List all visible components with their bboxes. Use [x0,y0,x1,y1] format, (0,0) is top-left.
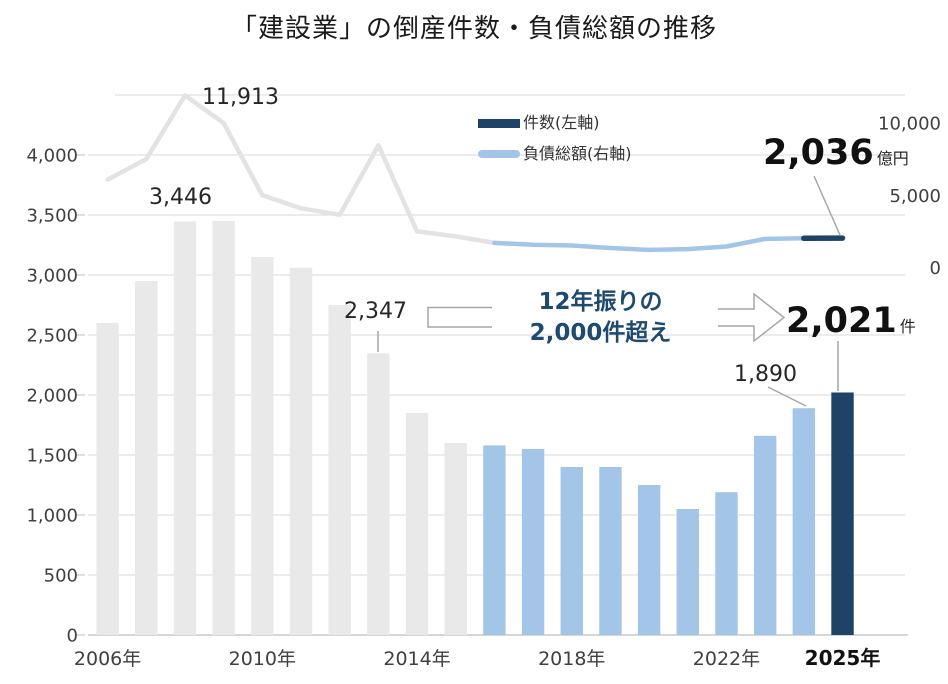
x-axis-label-2010: 2010年 [229,648,296,670]
right-axis-label: 0 [930,258,941,279]
left-axis-label: 3,500 [26,206,78,227]
liabilities-2025-unit: 億円 [876,149,909,168]
bar-2019 [599,467,622,635]
liabilities-line-segment [492,236,807,253]
leader-1890 [767,386,807,407]
x-axis-label-2025: 2025年 [805,646,881,670]
x-axis-label-2006: 2006年 [74,648,141,670]
legend-item-count: 件数(左軸) [478,113,632,133]
bar-2018 [560,467,583,635]
left-axis-label: 500 [44,566,78,587]
x-axis-label-2014: 2014年 [383,648,450,670]
bar-2024 [792,408,816,635]
bar-2006 [96,323,119,635]
x-axis-label-2022: 2022年 [693,648,760,670]
left-axis-label: 3,000 [26,266,78,287]
arrow-right-icon [718,292,786,343]
annotation-count-2024: 1,890 [734,362,797,387]
bar-2010 [251,257,274,635]
annotation-count-2025: 2,021 件 [786,301,916,347]
bar-2012 [328,305,351,635]
bar-2014 [405,413,429,635]
bar-2013 [367,353,390,635]
annotation-liabilities-2025: 2,036 億円 [763,133,909,179]
left-axis-label: 2,000 [26,386,78,407]
left-axis-label: 1,000 [26,506,78,527]
callout-bracket [427,306,492,328]
bar-2025 [831,392,854,635]
bar-2017 [521,449,545,635]
annotation-count-2013: 2,347 [344,299,407,324]
bar-2015 [444,443,467,635]
callout-line1: 12年振りの [538,289,663,315]
bar-2009 [212,221,235,635]
annotation-count-2008: 3,446 [149,185,212,210]
legend: 件数(左軸) 負債総額(右軸) [478,113,632,175]
callout-text: 12年振りの 2,000件超え [503,287,698,349]
callout-line2: 2,000件超え [529,320,672,346]
legend-swatch-count-icon [478,118,520,128]
bar-2021 [676,509,699,635]
left-axis-label: 1,500 [26,446,78,467]
legend-label-liabilities: 負債総額(右軸) [523,144,632,163]
bar-2020 [637,485,661,635]
page-title: 「建設業」の倒産件数・負債総額の推移 [230,14,717,44]
count-2025-unit: 件 [899,317,916,336]
liabilities-2025-value: 2,036 [763,133,874,173]
bar-2011 [289,267,313,635]
right-axis-label: 10,000 [878,114,941,135]
annotation-liabilities-peak-2008: 11,913 [202,85,279,110]
legend-item-liabilities: 負債総額(右軸) [478,144,632,164]
left-axis-label: 0 [67,626,78,647]
bar-2008 [173,221,197,636]
left-axis-label: 2,500 [26,326,78,347]
leader-2036 [813,175,841,236]
bar-2007 [135,281,158,635]
left-axis-label: 4,000 [26,146,78,167]
liabilities-line-segment [105,93,497,246]
bar-2016 [483,445,506,635]
count-2025-value: 2,021 [786,301,897,341]
bar-2023 [753,435,777,635]
legend-label-count: 件数(左軸) [523,113,600,132]
x-axis-label-2018: 2018年 [538,648,605,670]
bar-2022 [715,492,738,635]
right-axis-label: 5,000 [889,186,941,207]
legend-swatch-liabilities-icon [478,150,520,158]
